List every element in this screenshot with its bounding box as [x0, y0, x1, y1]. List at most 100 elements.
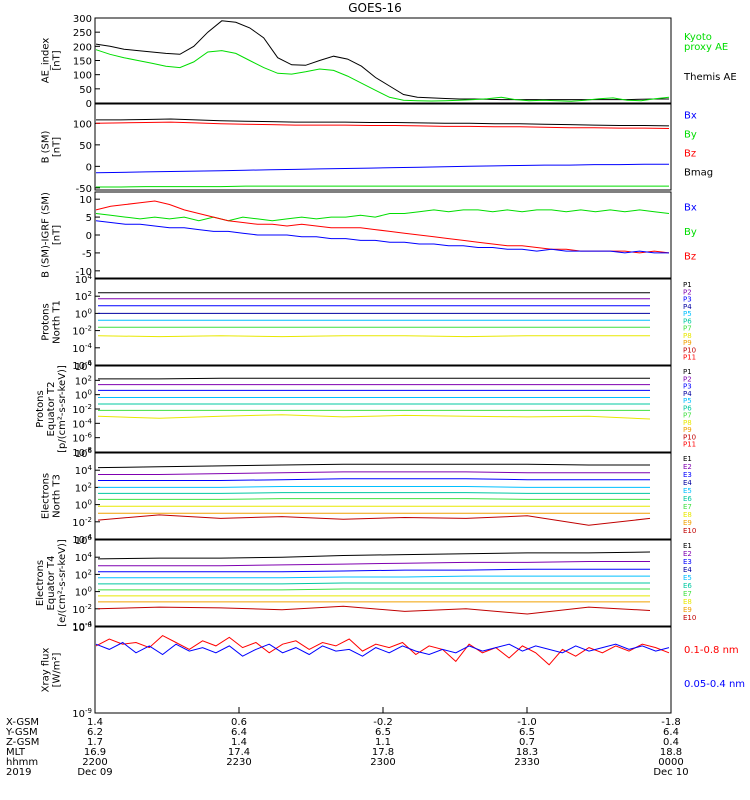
series-line-E6 [98, 588, 650, 591]
y-tick-label: 100 [75, 307, 92, 320]
y-tick-label: 100 [75, 389, 92, 402]
legend-E10: E10 [683, 527, 696, 535]
x-row-value: 1.1 [375, 737, 391, 748]
x-row-value: 0.4 [663, 737, 679, 748]
y-tick-label: 10-4 [72, 533, 92, 546]
series-line-Bx [95, 220, 669, 254]
y-tick-label: 10-6 [72, 359, 92, 372]
y-tick-label: 102 [75, 568, 92, 581]
legend-P6: P6 [683, 317, 692, 325]
series-line-E4 [98, 575, 650, 579]
legend-E9: E9 [683, 606, 692, 614]
legend-P8: P8 [683, 332, 692, 340]
x-row-value: 2330 [514, 757, 539, 768]
x-row-value: 17.8 [372, 747, 394, 758]
legend-0.05-0.4-nm: 0.05-0.4 nm [684, 679, 745, 690]
series-line-E2 [98, 471, 650, 475]
legend-P1: P1 [683, 368, 692, 376]
legend-E8: E8 [683, 511, 692, 519]
x-row-value: 2300 [370, 757, 395, 768]
y-tick-label: 100 [73, 71, 92, 82]
x-row-value: Dec 10 [653, 767, 688, 778]
panel-b_minus_igrf: 10 5 0 -5 -10 B (SM)-IGRF (SM)[nT] Bx By Bz [41, 191, 697, 279]
legend-Bx: Bx [684, 110, 697, 121]
legend-P9: P9 [683, 339, 692, 347]
legend-P5: P5 [683, 397, 692, 405]
x-row-label: 2019 [6, 767, 31, 778]
series-line-P7 [97, 414, 651, 420]
x-row-label: MLT [6, 747, 26, 758]
y-tick-label: 200 [73, 42, 92, 53]
panels: 300250200150100500AE_index[nT]Kyotoproxy… [35, 14, 745, 720]
x-row-value: 2200 [82, 757, 107, 768]
plot-title: GOES-16 [348, 1, 402, 15]
legend-P10: P10 [683, 433, 696, 441]
y-tick-label: 10 [79, 195, 92, 206]
y-tick-label: 104 [75, 273, 93, 286]
panel-frame [94, 452, 672, 540]
series-line-E6 [98, 498, 650, 500]
panel-frame [94, 626, 672, 714]
legend-E2: E2 [683, 550, 692, 558]
y-tick-label: 100 [75, 499, 92, 512]
legend-E5: E5 [683, 487, 692, 495]
legend-E3: E3 [683, 471, 692, 479]
x-row-value: -1.0 [517, 717, 537, 728]
legend-E3: E3 [683, 558, 692, 566]
y-tick-label: 10-4 [72, 417, 92, 430]
x-row-value: 17.4 [228, 747, 250, 758]
legend-E5: E5 [683, 574, 692, 582]
legend-E6: E6 [683, 495, 692, 503]
x-row-value: Dec 09 [77, 767, 112, 778]
y-tick-label: 10-6 [72, 432, 92, 445]
series-line-P7 [97, 335, 650, 338]
y-tick-label: 10-4 [72, 342, 92, 355]
y-axis-label: ElectronsNorth T3 [41, 473, 63, 519]
x-row-value: 18.8 [660, 747, 682, 758]
series-line-0.1-0.8 nm [95, 634, 670, 666]
x-row-value: 0.7 [519, 737, 535, 748]
legend-Bz: Bz [684, 149, 696, 160]
series-line-0.05-0.4 nm [95, 641, 670, 657]
panel-protons_north_t1: 104 102 100 10-2 10-4 10-6 ProtonsNorth T1 P1P2… [41, 273, 697, 372]
legend-P4: P4 [683, 390, 692, 398]
legend-P7: P7 [683, 412, 692, 420]
y-tick-label: 106 [75, 534, 93, 547]
y-tick-label: 0 [86, 99, 92, 110]
legend-P1: P1 [683, 281, 692, 289]
series-line-E5 [98, 492, 650, 494]
x-row-value: 0.6 [231, 717, 247, 728]
y-tick-label: 250 [73, 28, 92, 39]
x-row-value: 6.5 [519, 727, 535, 738]
y-tick-label: 102 [75, 290, 92, 303]
y-axis-label: B (SM)-IGRF (SM)[nT] [41, 192, 63, 278]
x-row-value: 18.3 [516, 747, 538, 758]
series-line-Themis AE [95, 20, 669, 101]
x-row-label: Y-GSM [5, 727, 38, 738]
y-tick-label: 102 [75, 374, 92, 387]
y-tick-label: 10-9 [72, 707, 92, 720]
x-row-value: 1.7 [87, 737, 103, 748]
legend-E7: E7 [683, 503, 692, 511]
y-tick-label: -10 [76, 267, 92, 278]
x-row-value: -0.2 [373, 717, 393, 728]
series-line-E9 [97, 605, 651, 615]
y-axis-label: AE_index[nT] [41, 38, 63, 84]
legend-Bmag: Bmag [684, 168, 713, 179]
series-line-E4 [98, 486, 650, 488]
legend-E4: E4 [683, 566, 692, 574]
series-line-Bz [95, 200, 670, 254]
legend-P3: P3 [683, 383, 692, 391]
legend-E1: E1 [683, 455, 692, 463]
y-tick-label: 106 [75, 447, 93, 460]
y-tick-label: 10-8 [72, 446, 92, 459]
y-tick-label: 50 [79, 85, 92, 96]
y-tick-label: 10-2 [72, 603, 92, 616]
panel-xray_flux: 10-8 10-9 Xray flux[W/m²] 0.1-0.8 nm 0.05-0.… [41, 621, 746, 720]
legend-0.1-0.8-nm: 0.1-0.8 nm [684, 645, 739, 656]
legend-proxy-AE: proxy AE [684, 42, 728, 53]
series-line-By [96, 185, 669, 188]
y-tick-label: 10-2 [72, 403, 92, 416]
series-line-P1 [98, 377, 650, 380]
